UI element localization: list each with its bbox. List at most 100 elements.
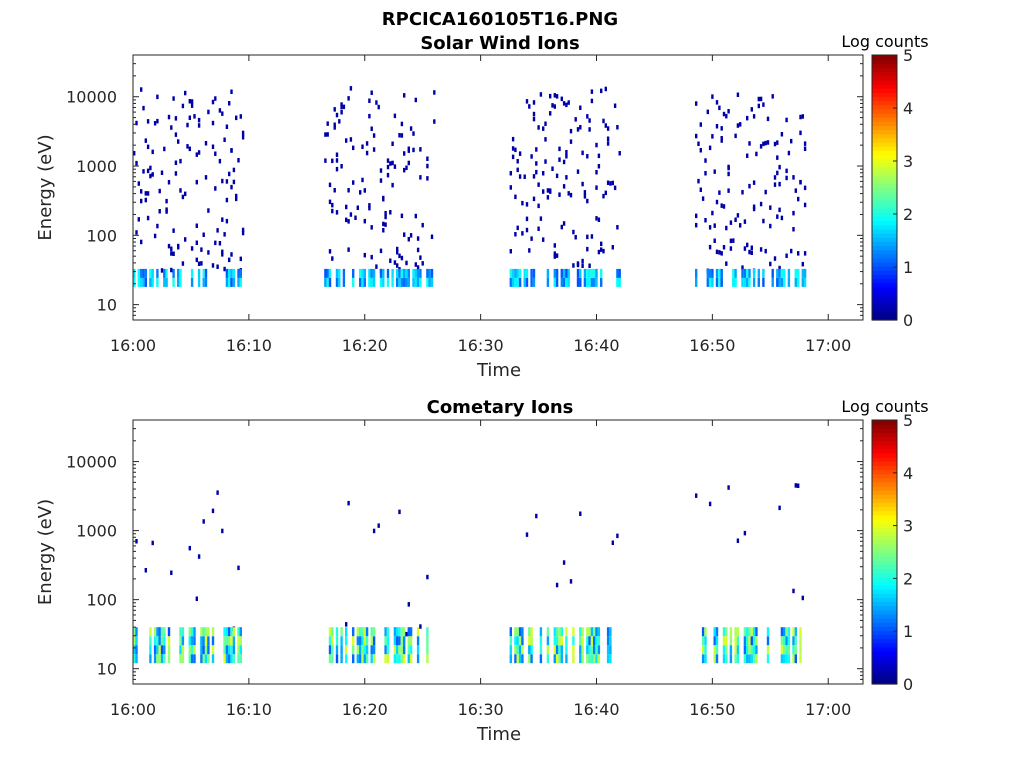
data-cell (400, 255, 404, 261)
data-cell (375, 264, 378, 269)
data-cell (801, 114, 804, 119)
spectrogram-cells (133, 86, 807, 287)
data-cell (750, 636, 753, 646)
data-cell (156, 223, 159, 229)
data-cell (590, 268, 594, 278)
data-cell (708, 145, 712, 151)
data-cell (535, 169, 538, 175)
data-cell (211, 645, 215, 655)
data-cell (616, 277, 619, 287)
data-cell (338, 277, 341, 287)
data-cell (340, 627, 343, 637)
data-cell (207, 250, 210, 255)
data-cell (713, 645, 716, 655)
colorbar-segment (872, 519, 897, 524)
colorbar-segment (872, 432, 897, 438)
data-cell (146, 144, 150, 150)
data-cell (560, 654, 563, 664)
data-cell (766, 140, 770, 145)
colorbar-segment (872, 212, 897, 218)
data-cell (382, 268, 385, 278)
data-cell (153, 645, 157, 655)
data-cell (230, 268, 233, 278)
data-cell (172, 268, 175, 278)
data-cell (567, 277, 570, 287)
data-cell (759, 96, 763, 102)
colorbar-segment (872, 307, 897, 313)
data-cell (181, 645, 185, 655)
data-cell (190, 277, 194, 287)
data-cell (403, 232, 406, 237)
colorbar-segment (872, 646, 897, 652)
data-cell (718, 105, 721, 111)
data-cell (613, 185, 617, 191)
colorbar-segment (872, 568, 897, 574)
data-cell (616, 125, 619, 130)
data-cell (324, 158, 327, 163)
data-cell (546, 654, 550, 664)
data-cell (149, 173, 152, 179)
data-cell (384, 627, 387, 637)
data-cell (352, 277, 355, 287)
data-cell (396, 636, 399, 646)
data-cell (225, 268, 229, 278)
data-cell (555, 645, 559, 655)
colorbar-segment (872, 249, 897, 255)
data-cell (613, 103, 617, 108)
data-cell (207, 654, 210, 664)
data-cell (581, 636, 584, 646)
data-cell (514, 268, 517, 278)
data-cell (326, 132, 329, 137)
spectrogram-cells (133, 483, 804, 664)
data-cell (785, 175, 788, 181)
colorbar-segment (872, 158, 897, 164)
colorbar-segment (872, 295, 897, 300)
data-cell (428, 268, 431, 278)
data-cell (167, 243, 171, 249)
data-cell (144, 197, 147, 203)
data-cell (713, 654, 716, 664)
data-cell (525, 99, 529, 104)
data-cell (555, 582, 559, 588)
data-cell (750, 245, 753, 250)
data-cell (398, 627, 401, 637)
data-cell (560, 268, 563, 278)
data-cell (532, 111, 536, 117)
data-cell (741, 190, 744, 195)
data-cell (338, 119, 341, 124)
y-tick-label: 100 (86, 591, 117, 610)
data-cell (532, 268, 536, 278)
data-cell (509, 636, 512, 646)
data-cell (368, 277, 371, 287)
data-cell (197, 268, 201, 278)
data-cell (588, 645, 591, 655)
colorbar-segment (872, 539, 897, 545)
data-cell (706, 268, 709, 278)
data-cell (354, 215, 357, 220)
data-cell (771, 268, 774, 278)
colorbar-segment (872, 274, 897, 280)
colorbar-segment (872, 245, 897, 251)
data-cell (345, 622, 348, 627)
colorbar-segment (872, 104, 897, 110)
data-cell (732, 238, 735, 243)
data-cell (792, 636, 795, 646)
data-cell (706, 277, 709, 287)
colorbar-segment (872, 262, 897, 267)
data-cell (553, 277, 556, 287)
data-cell (412, 131, 415, 136)
data-cell (755, 627, 758, 637)
data-cell (555, 253, 559, 258)
data-cell (396, 263, 399, 268)
data-cell (773, 256, 777, 261)
data-cell (567, 191, 570, 196)
data-cell (232, 645, 236, 655)
data-cell (752, 627, 756, 637)
data-cell (746, 654, 749, 664)
colorbar-segment (872, 291, 897, 296)
data-cell (165, 198, 168, 204)
data-cell (509, 654, 512, 664)
data-cell (361, 627, 364, 637)
data-cell (803, 141, 807, 146)
data-cell (780, 268, 784, 278)
